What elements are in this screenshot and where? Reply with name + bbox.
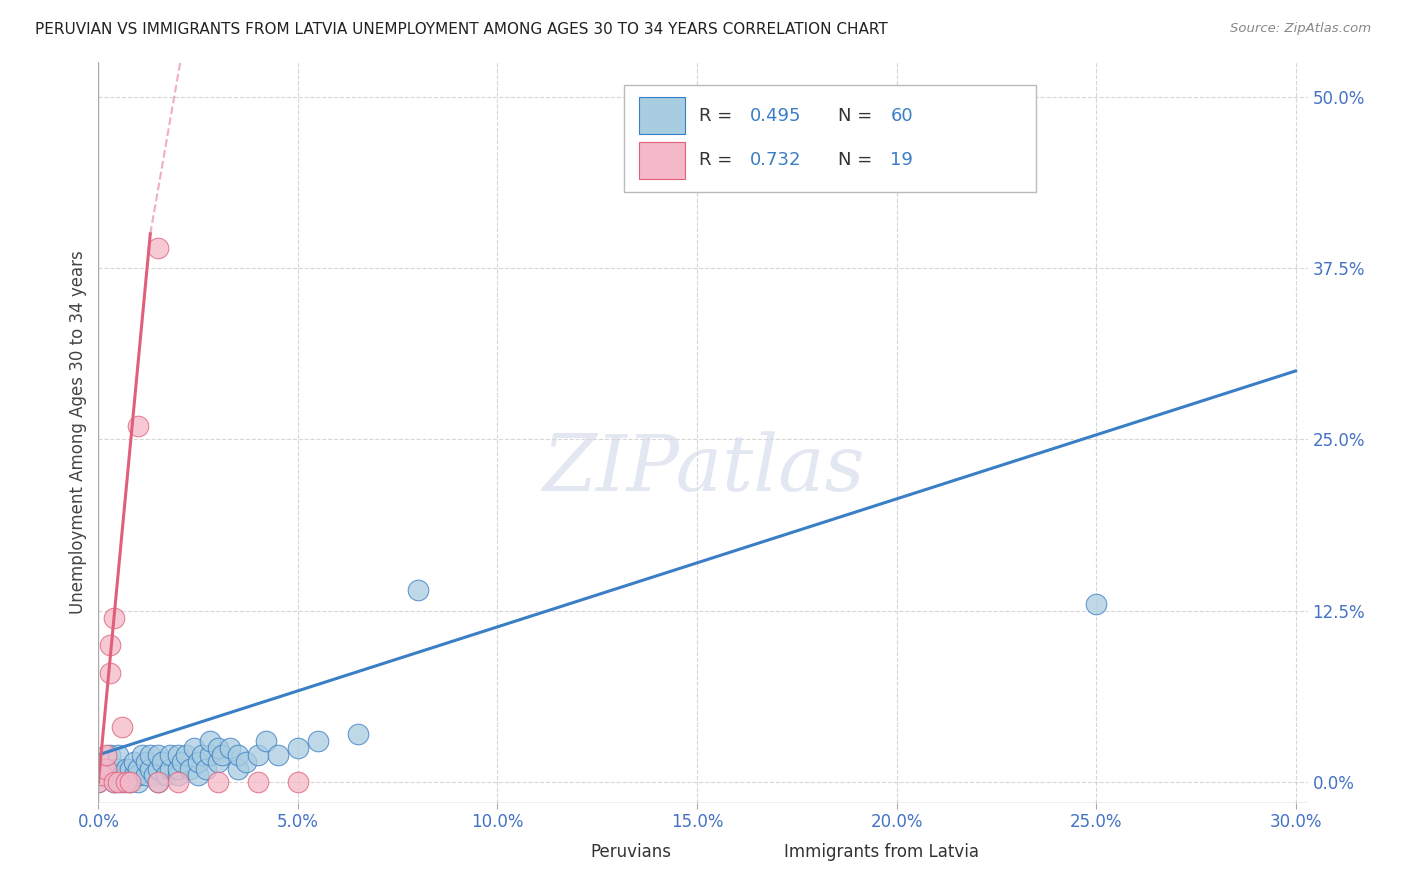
- Point: [148, 775, 170, 789]
- Point: [135, 768, 157, 782]
- Point: [107, 762, 129, 776]
- Text: Source: ZipAtlas.com: Source: ZipAtlas.com: [1230, 22, 1371, 36]
- Point: [198, 747, 221, 762]
- Point: [103, 775, 125, 789]
- Point: [167, 762, 190, 776]
- Point: [103, 775, 125, 789]
- Point: [167, 775, 190, 789]
- Point: [247, 747, 270, 762]
- FancyBboxPatch shape: [638, 97, 685, 135]
- Point: [287, 741, 309, 756]
- Point: [127, 768, 149, 782]
- Point: [143, 768, 166, 782]
- Point: [100, 638, 122, 652]
- Point: [187, 768, 209, 782]
- Point: [219, 741, 242, 756]
- FancyBboxPatch shape: [624, 85, 1035, 192]
- Text: 19: 19: [890, 151, 914, 169]
- Point: [111, 775, 134, 789]
- Point: [183, 741, 205, 756]
- Text: R =: R =: [699, 151, 738, 169]
- Point: [172, 755, 194, 769]
- Point: [226, 762, 249, 776]
- Text: R =: R =: [699, 107, 738, 125]
- Point: [96, 762, 118, 776]
- Point: [135, 755, 157, 769]
- Point: [107, 768, 129, 782]
- Point: [191, 747, 214, 762]
- Text: PERUVIAN VS IMMIGRANTS FROM LATVIA UNEMPLOYMENT AMONG AGES 30 TO 34 YEARS CORREL: PERUVIAN VS IMMIGRANTS FROM LATVIA UNEMP…: [35, 22, 889, 37]
- Point: [247, 775, 270, 789]
- Point: [167, 747, 190, 762]
- Point: [103, 611, 125, 625]
- Point: [148, 775, 170, 789]
- Point: [287, 775, 309, 789]
- Point: [100, 762, 122, 776]
- Point: [406, 583, 429, 598]
- Point: [155, 768, 177, 782]
- Point: [100, 665, 122, 680]
- Point: [207, 775, 229, 789]
- Point: [167, 768, 190, 782]
- Point: [198, 734, 221, 748]
- Text: 60: 60: [890, 107, 912, 125]
- Text: 0.495: 0.495: [751, 107, 801, 125]
- Point: [207, 755, 229, 769]
- Point: [159, 747, 181, 762]
- Point: [235, 755, 257, 769]
- Point: [87, 775, 110, 789]
- Point: [127, 762, 149, 776]
- Text: Immigrants from Latvia: Immigrants from Latvia: [785, 844, 979, 862]
- Point: [150, 755, 173, 769]
- FancyBboxPatch shape: [546, 840, 582, 864]
- Point: [187, 755, 209, 769]
- Point: [115, 775, 138, 789]
- FancyBboxPatch shape: [638, 142, 685, 178]
- Point: [100, 747, 122, 762]
- Point: [115, 762, 138, 776]
- Point: [148, 240, 170, 255]
- Point: [1085, 597, 1108, 611]
- Point: [179, 762, 201, 776]
- Point: [346, 727, 368, 741]
- Point: [124, 755, 146, 769]
- Y-axis label: Unemployment Among Ages 30 to 34 years: Unemployment Among Ages 30 to 34 years: [69, 251, 87, 615]
- Point: [111, 720, 134, 734]
- Text: 0.732: 0.732: [751, 151, 801, 169]
- Point: [131, 747, 153, 762]
- Point: [148, 762, 170, 776]
- Text: N =: N =: [838, 151, 879, 169]
- FancyBboxPatch shape: [740, 840, 776, 864]
- Point: [174, 747, 197, 762]
- Point: [96, 768, 118, 782]
- Point: [120, 775, 142, 789]
- Text: ZIPatlas: ZIPatlas: [541, 432, 865, 508]
- Point: [307, 734, 329, 748]
- Text: Peruvians: Peruvians: [591, 844, 672, 862]
- Point: [127, 418, 149, 433]
- Point: [139, 747, 162, 762]
- Point: [96, 747, 118, 762]
- Point: [148, 747, 170, 762]
- Point: [115, 768, 138, 782]
- Point: [120, 762, 142, 776]
- Point: [120, 775, 142, 789]
- Point: [211, 747, 233, 762]
- Point: [195, 762, 218, 776]
- Point: [91, 768, 114, 782]
- Point: [107, 747, 129, 762]
- Point: [207, 741, 229, 756]
- Point: [107, 775, 129, 789]
- Point: [111, 768, 134, 782]
- Point: [124, 768, 146, 782]
- Point: [254, 734, 277, 748]
- Text: N =: N =: [838, 107, 879, 125]
- Point: [139, 762, 162, 776]
- Point: [267, 747, 290, 762]
- Point: [159, 762, 181, 776]
- Point: [127, 775, 149, 789]
- Point: [226, 747, 249, 762]
- Point: [87, 775, 110, 789]
